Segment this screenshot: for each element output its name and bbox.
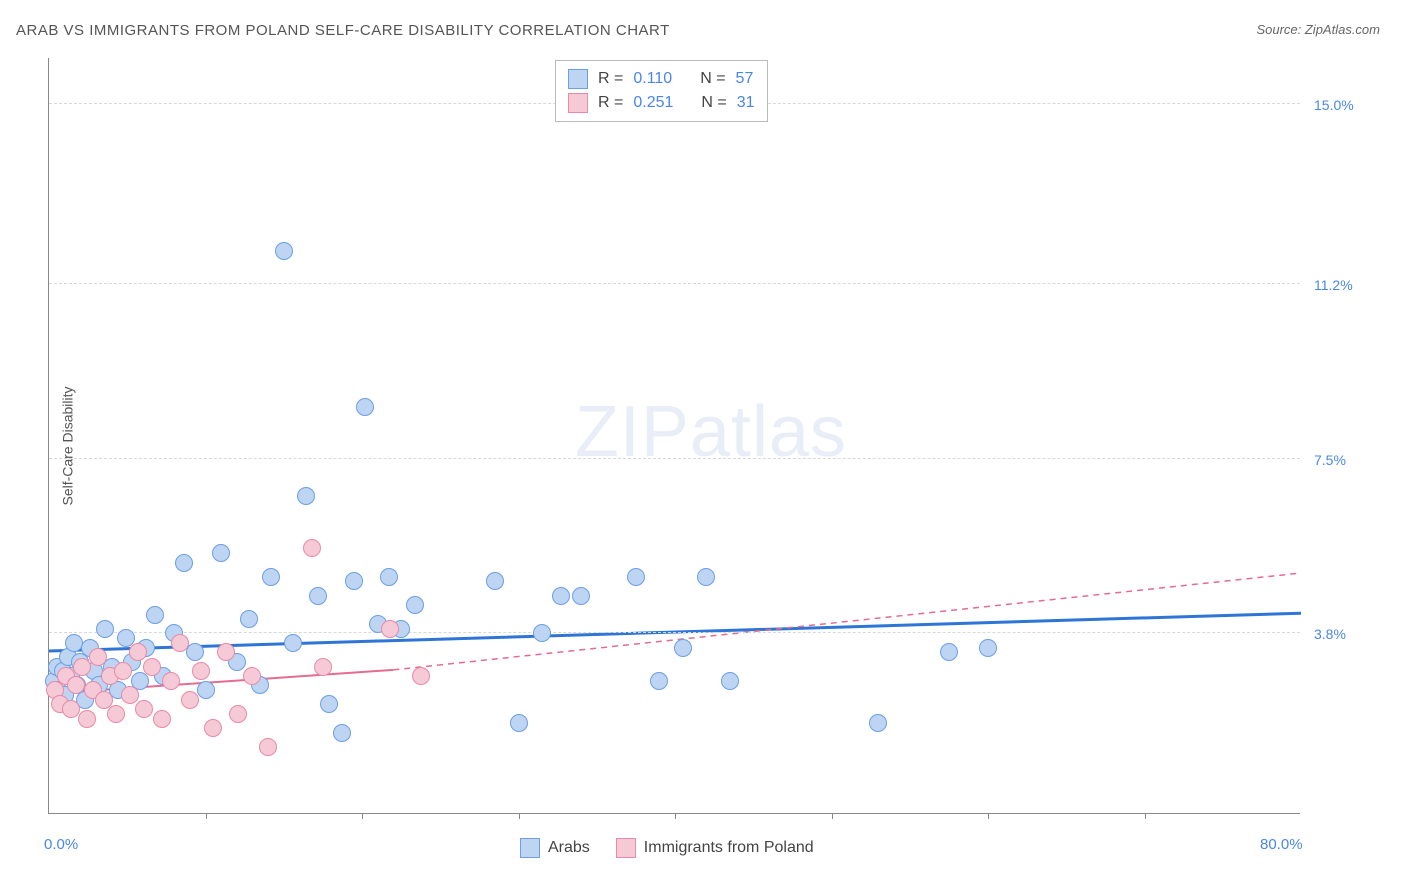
data-point-arabs [345,572,363,590]
source-prefix: Source: [1256,22,1304,37]
watermark-bold: ZIP [575,392,690,472]
stat-n-label: N = [701,91,726,115]
data-point-arabs [533,624,551,642]
data-point-arabs [380,568,398,586]
source-name: ZipAtlas.com [1305,22,1380,37]
x-axis-max-label: 80.0% [1260,836,1303,853]
stat-n-label: N = [700,67,725,91]
data-point-poland [107,705,125,723]
y-tick-label: 3.8% [1314,626,1346,642]
data-point-arabs [486,572,504,590]
x-axis-min-label: 0.0% [44,836,78,853]
data-point-poland [412,667,430,685]
data-point-poland [67,676,85,694]
data-point-arabs [510,714,528,732]
stats-row-arabs: R = 0.110 N = 57 [568,67,755,91]
gridline [49,283,1300,284]
stat-r-label: R = [598,67,623,91]
data-point-poland [143,658,161,676]
data-point-poland [243,667,261,685]
chart-title: ARAB VS IMMIGRANTS FROM POLAND SELF-CARE… [16,22,670,39]
stat-n-value: 57 [736,67,754,91]
data-point-arabs [197,681,215,699]
data-point-poland [217,643,235,661]
data-point-poland [153,710,171,728]
data-point-arabs [674,639,692,657]
legend-label: Immigrants from Poland [644,839,814,857]
data-point-poland [192,662,210,680]
source-attribution: Source: ZipAtlas.com [1256,22,1380,37]
x-tick [206,813,207,819]
data-point-arabs [940,643,958,661]
data-point-arabs [627,568,645,586]
series-legend: Arabs Immigrants from Poland [520,838,814,858]
data-point-arabs [297,487,315,505]
data-point-arabs [697,568,715,586]
data-point-arabs [979,639,997,657]
data-point-poland [162,672,180,690]
data-point-arabs [96,620,114,638]
data-point-poland [135,700,153,718]
stat-n-value: 31 [737,91,755,115]
stat-r-value: 0.110 [633,67,672,91]
y-tick-label: 11.2% [1314,277,1353,293]
x-tick [988,813,989,819]
data-point-arabs [869,714,887,732]
stats-row-poland: R = 0.251 N = 31 [568,91,755,115]
x-tick [519,813,520,819]
data-point-poland [259,738,277,756]
data-point-poland [121,686,139,704]
data-point-arabs [572,587,590,605]
x-tick [675,813,676,819]
data-point-poland [181,691,199,709]
swatch-arabs [568,69,588,89]
data-point-arabs [356,398,374,416]
data-point-arabs [552,587,570,605]
data-point-arabs [262,568,280,586]
data-point-poland [314,658,332,676]
correlation-stats-box: R = 0.110 N = 57 R = 0.251 N = 31 [555,60,768,122]
data-point-arabs [175,554,193,572]
data-point-poland [171,634,189,652]
legend-item-arabs: Arabs [520,838,590,858]
data-point-poland [303,539,321,557]
data-point-arabs [333,724,351,742]
y-tick-label: 7.5% [1314,452,1346,468]
stat-r-label: R = [598,91,623,115]
data-point-poland [78,710,96,728]
data-point-arabs [284,634,302,652]
x-tick [1145,813,1146,819]
data-point-poland [229,705,247,723]
legend-swatch-poland [616,838,636,858]
x-tick [362,813,363,819]
data-point-arabs [212,544,230,562]
data-point-arabs [309,587,327,605]
data-point-poland [114,662,132,680]
data-point-arabs [650,672,668,690]
legend-swatch-arabs [520,838,540,858]
gridline [49,458,1300,459]
data-point-poland [381,620,399,638]
stat-r-value: 0.251 [633,91,673,115]
data-point-poland [204,719,222,737]
legend-item-poland: Immigrants from Poland [616,838,814,858]
data-point-arabs [406,596,424,614]
watermark: ZIPatlas [575,391,847,473]
x-tick [832,813,833,819]
legend-label: Arabs [548,839,590,857]
trend-lines [49,58,1301,814]
gridline [49,632,1300,633]
swatch-poland [568,93,588,113]
data-point-arabs [275,242,293,260]
watermark-thin: atlas [690,392,847,472]
scatter-plot-area: ZIPatlas [48,58,1300,814]
data-point-arabs [721,672,739,690]
data-point-arabs [146,606,164,624]
data-point-poland [129,643,147,661]
data-point-poland [89,648,107,666]
data-point-arabs [320,695,338,713]
y-tick-label: 15.0% [1314,97,1354,113]
data-point-arabs [240,610,258,628]
